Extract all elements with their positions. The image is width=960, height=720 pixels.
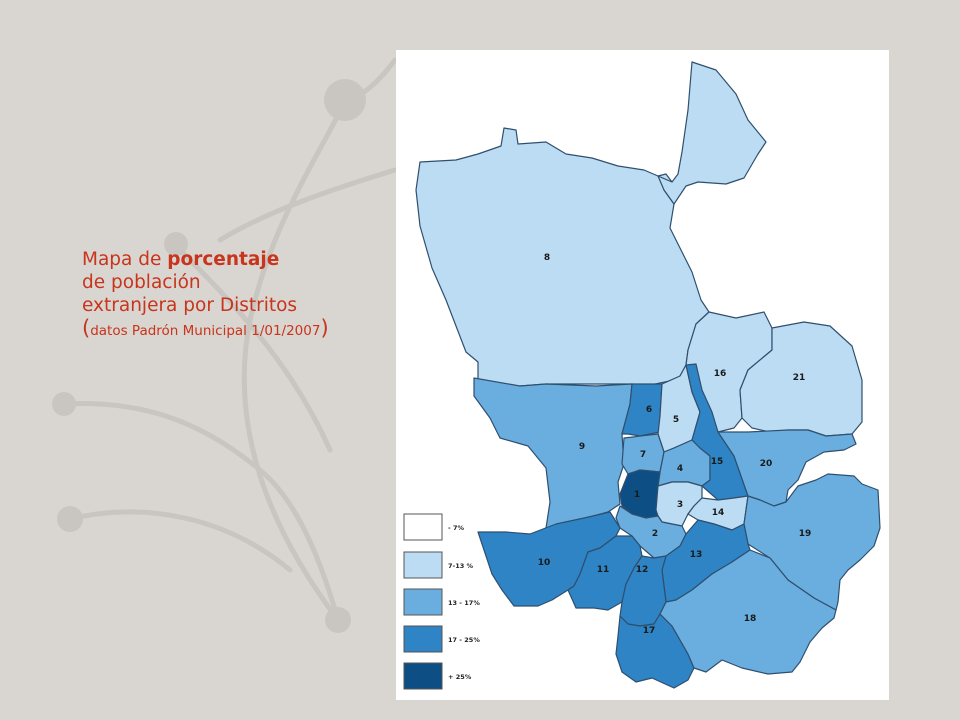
label-district-12: 12 [636,565,649,575]
caption-paren-open: ( [82,316,91,340]
district-8 [415,127,710,393]
label-district-2: 2 [652,529,658,539]
district-11 [567,535,643,611]
label-district-17: 17 [643,626,656,636]
label-district-18: 18 [744,614,757,624]
district-16-north [657,61,767,205]
district-18 [659,549,837,675]
caption-line3: extranjera por Distritos [82,295,298,316]
label-district-13: 13 [690,550,703,560]
legend-swatch-1 [403,513,443,541]
label-district-10: 10 [538,558,551,568]
label-district-21: 21 [793,373,806,383]
label-district-9: 9 [579,442,585,452]
legend-swatch-3 [403,588,443,616]
map-panel: 8 16 21 5 3 14 9 7 4 2 20 19 18 6 15 10 … [396,50,889,700]
caption-line1-a: Mapa de [82,249,168,270]
caption-line2: de población [82,272,201,293]
label-district-7: 7 [640,450,646,460]
legend-label-3: 13 - 17% [448,599,480,607]
map-caption: Mapa de porcentaje de población extranje… [82,248,402,343]
legend-swatch-4 [403,625,443,653]
legend-label-5: + 25% [448,673,472,681]
legend-label-2: 7-13 % [448,562,474,570]
label-district-11: 11 [597,565,610,575]
legend-swatch-5 [403,662,443,690]
label-district-14: 14 [712,508,725,518]
district-map: 8 16 21 5 3 14 9 7 4 2 20 19 18 6 15 10 … [403,61,881,690]
label-district-8: 8 [544,253,550,263]
label-district-3: 3 [677,500,683,510]
label-district-6: 6 [646,405,652,415]
label-district-5: 5 [673,415,679,425]
label-district-20: 20 [760,459,773,469]
label-district-4: 4 [677,464,683,474]
caption-line1-b: porcentaje [167,249,280,270]
map-legend: - 7% 7-13 % 13 - 17% 17 - 25% + 25% [403,513,480,690]
caption-paren-close: ) [320,316,329,340]
label-district-15: 15 [711,457,724,467]
label-district-16: 16 [714,369,727,379]
legend-label-1: - 7% [448,524,464,532]
caption-line4: datos Padrón Municipal 1/01/2007 [90,323,321,339]
district-9 [473,377,633,529]
legend-swatch-2 [403,551,443,579]
label-district-1: 1 [634,490,640,500]
label-district-19: 19 [799,529,812,539]
legend-label-4: 17 - 25% [448,636,480,644]
